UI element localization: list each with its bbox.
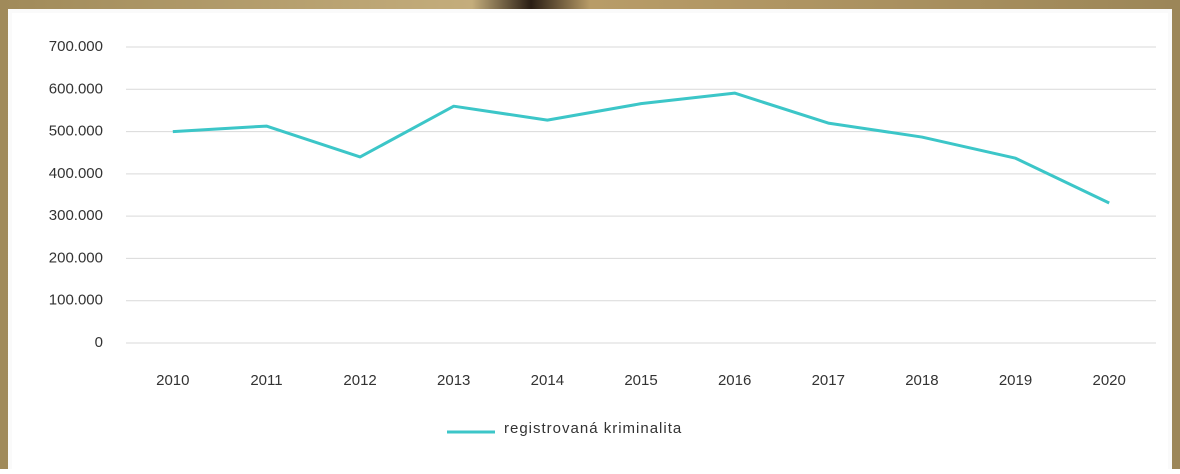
chart: 0 100.000 200.000 300.000 400.000 500.000 600.…	[0, 0, 1180, 469]
y-tick-label: 200.000	[49, 249, 103, 266]
x-tick-label: 2010	[156, 372, 189, 389]
legend-label: registrovaná kriminalita	[504, 420, 682, 437]
x-tick-label: 2011	[250, 372, 282, 389]
x-tick-label: 2016	[718, 372, 751, 389]
x-tick-label: 2015	[624, 372, 657, 389]
y-tick-label: 600.000	[49, 80, 103, 97]
y-tick-label: 400.000	[49, 165, 103, 182]
x-tick-label: 2019	[999, 372, 1032, 389]
x-tick-label: 2018	[905, 372, 938, 389]
plot-panel	[12, 13, 1168, 469]
y-tick-label: 300.000	[49, 207, 103, 224]
x-tick-label: 2012	[343, 372, 376, 389]
y-tick-label: 500.000	[49, 123, 103, 140]
x-tick-label: 2014	[531, 372, 564, 389]
y-tick-label: 700.000	[49, 38, 103, 55]
x-tick-label: 2013	[437, 372, 470, 389]
x-tick-label: 2017	[812, 372, 845, 389]
x-tick-label: 2020	[1092, 372, 1125, 389]
y-tick-label: 0	[95, 334, 103, 351]
y-tick-label: 100.000	[49, 292, 103, 309]
